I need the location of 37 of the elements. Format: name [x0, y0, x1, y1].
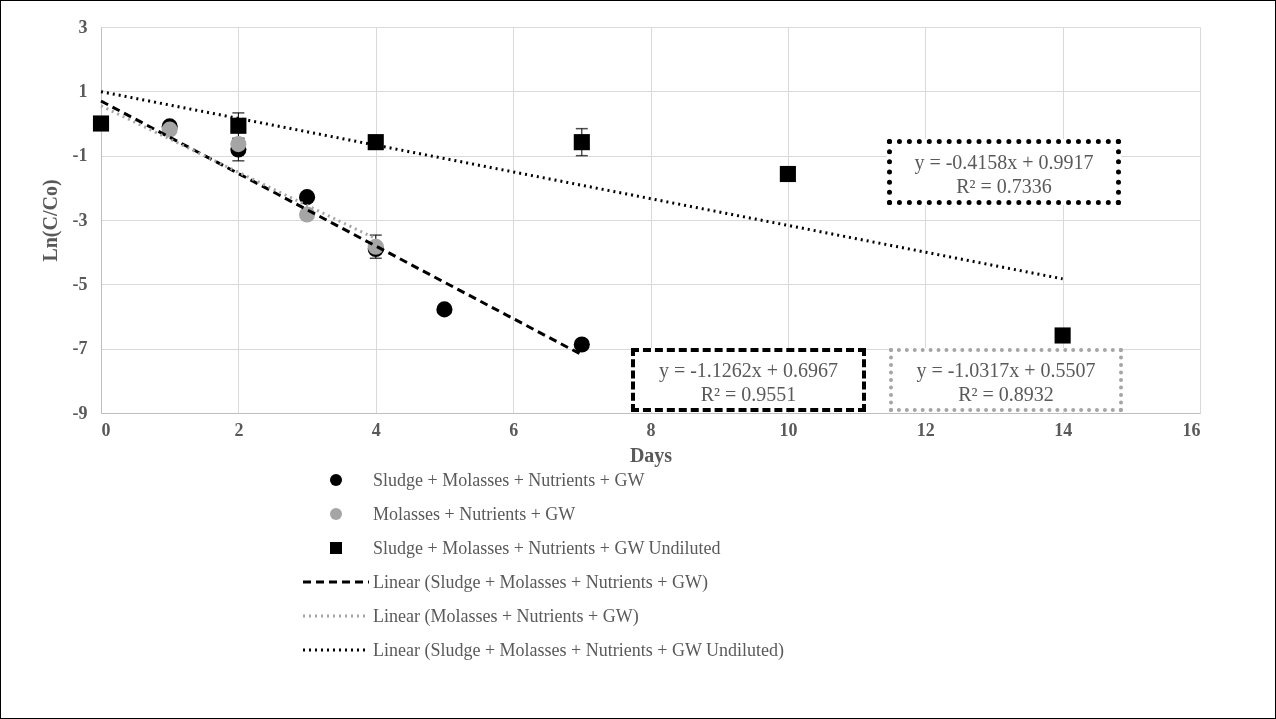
x-tick-label: 4: [371, 419, 381, 440]
y-tick-label: -5: [72, 273, 88, 294]
x-tick-label: 8: [646, 419, 656, 440]
point: [1054, 327, 1071, 344]
point: [436, 301, 453, 318]
point: [573, 336, 590, 353]
y-tick-label: 1: [78, 80, 88, 101]
point: [573, 134, 590, 151]
point: [299, 189, 316, 206]
legend-label: Linear (Sludge + Molasses + Nutrients + GW Undiluted): [373, 639, 785, 661]
legend-label: Molasses + Nutrients + GW: [373, 503, 576, 525]
y-axis-title: Ln(C/Co): [38, 179, 62, 262]
annotation: y = -1.1262x + 0.6967 R² = 0.9551: [631, 348, 866, 412]
point: [230, 136, 247, 153]
x-tick-label: 2: [234, 419, 244, 440]
y-tick-label: -7: [72, 338, 88, 359]
annotation: y = -0.4158x + 0.9917 R² = 0.7336: [887, 139, 1121, 205]
y-tick-label: 3: [78, 16, 88, 37]
x-tick-label: 0: [101, 419, 111, 440]
point: [92, 115, 110, 132]
legend-label: Linear (Sludge + Molasses + Nutrients + GW): [373, 571, 708, 593]
y-tick-label: -3: [72, 209, 88, 230]
legend-label: Linear (Molasses + Nutrients + GW): [373, 605, 639, 627]
y-tick-label: -1: [72, 145, 88, 166]
x-tick-label: 12: [916, 419, 935, 440]
x-axis-title: Days: [629, 443, 673, 467]
y-tick-label: -9: [72, 402, 88, 423]
point: [367, 134, 384, 151]
x-tick-label: 6: [509, 419, 519, 440]
legend-label: Sludge + Molasses + Nutrients + GW: [373, 469, 645, 491]
x-tick-label: 10: [779, 419, 798, 440]
point: [779, 165, 796, 183]
point: [230, 117, 247, 134]
legend-label: Sludge + Molasses + Nutrients + GW Undiluted: [373, 537, 721, 559]
x-tick-label: 16: [1182, 419, 1201, 440]
x-tick-label: 14: [1054, 419, 1073, 440]
annotation: y = -1.0317x + 0.5507 R² = 0.8932: [889, 348, 1123, 412]
